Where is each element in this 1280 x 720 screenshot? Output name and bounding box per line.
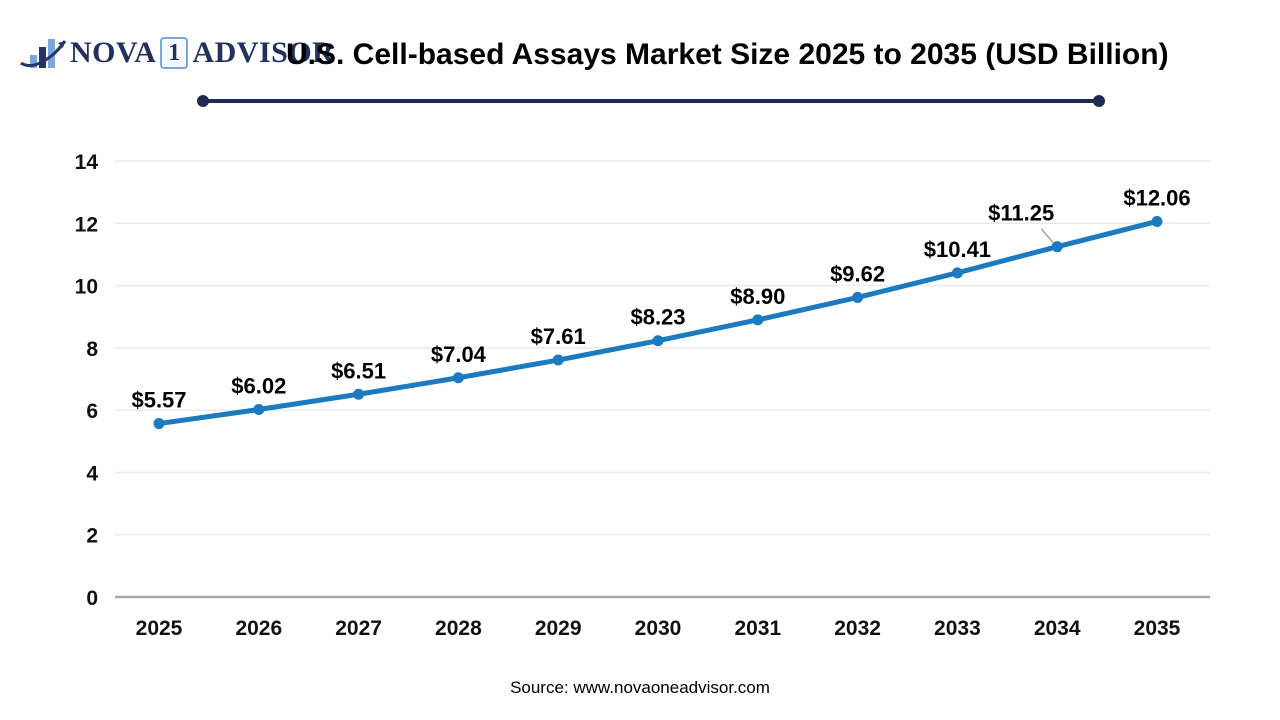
data-point-label-2031: $8.90 xyxy=(730,284,785,309)
data-point-2025 xyxy=(153,418,165,430)
data-point-label-2030: $8.23 xyxy=(630,305,685,330)
y-tick-label: 0 xyxy=(86,587,98,610)
x-tick-label: 2029 xyxy=(535,617,582,640)
x-tick-label: 2035 xyxy=(1134,617,1181,640)
page-title: U.S. Cell-based Assays Market Size 2025 … xyxy=(286,38,1169,71)
data-point-2027 xyxy=(353,388,365,400)
data-point-2028 xyxy=(452,372,464,384)
data-point-2026 xyxy=(253,404,265,416)
data-point-2034 xyxy=(1051,241,1063,253)
x-tick-label: 2033 xyxy=(934,617,981,640)
data-point-label-2034: $11.25 xyxy=(988,201,1054,226)
data-point-2030 xyxy=(652,335,664,347)
data-point-2035 xyxy=(1151,215,1163,227)
data-point-label-2025: $5.57 xyxy=(131,388,186,413)
callout-leader-line xyxy=(1040,228,1054,244)
y-tick-label: 8 xyxy=(86,338,98,361)
title-divider xyxy=(197,95,1105,107)
data-point-label-2033: $10.41 xyxy=(924,237,991,262)
data-point-label-2027: $6.51 xyxy=(331,358,386,383)
y-tick-label: 14 xyxy=(75,151,99,174)
x-tick-label: 2034 xyxy=(1034,617,1081,640)
x-tick-label: 2030 xyxy=(635,617,682,640)
data-point-label-2035: $12.06 xyxy=(1123,185,1190,210)
data-point-2033 xyxy=(951,267,963,279)
logo-one-badge: 1 xyxy=(160,37,189,69)
y-tick-label: 6 xyxy=(86,400,98,423)
y-tick-label: 4 xyxy=(86,462,98,485)
x-tick-label: 2031 xyxy=(734,617,781,640)
nova-one-advisor-logo: NOVA 1 ADVISOR xyxy=(20,34,334,72)
x-tick-label: 2026 xyxy=(235,617,282,640)
data-point-2032 xyxy=(852,291,864,303)
data-point-2029 xyxy=(552,354,564,366)
x-tick-label: 2032 xyxy=(834,617,881,640)
source-text: Source: www.novaoneadvisor.com xyxy=(510,678,770,697)
data-point-label-2032: $9.62 xyxy=(830,261,885,286)
y-tick-label: 12 xyxy=(75,213,98,236)
y-tick-label: 10 xyxy=(75,276,98,299)
divider-left-dot xyxy=(197,95,209,107)
x-tick-label: 2028 xyxy=(435,617,482,640)
logo-text-nova: NOVA xyxy=(70,36,157,69)
logo-bar-chart-icon xyxy=(20,39,66,68)
logo-text-advisor: ADVISOR xyxy=(192,36,335,69)
data-point-label-2028: $7.04 xyxy=(431,342,487,367)
data-point-2031 xyxy=(752,314,764,326)
divider-right-dot xyxy=(1093,95,1105,107)
data-point-label-2026: $6.02 xyxy=(231,374,286,399)
y-tick-label: 2 xyxy=(86,525,98,548)
x-tick-label: 2025 xyxy=(136,617,183,640)
data-point-label-2029: $7.61 xyxy=(531,324,586,349)
x-tick-label: 2027 xyxy=(335,617,382,640)
